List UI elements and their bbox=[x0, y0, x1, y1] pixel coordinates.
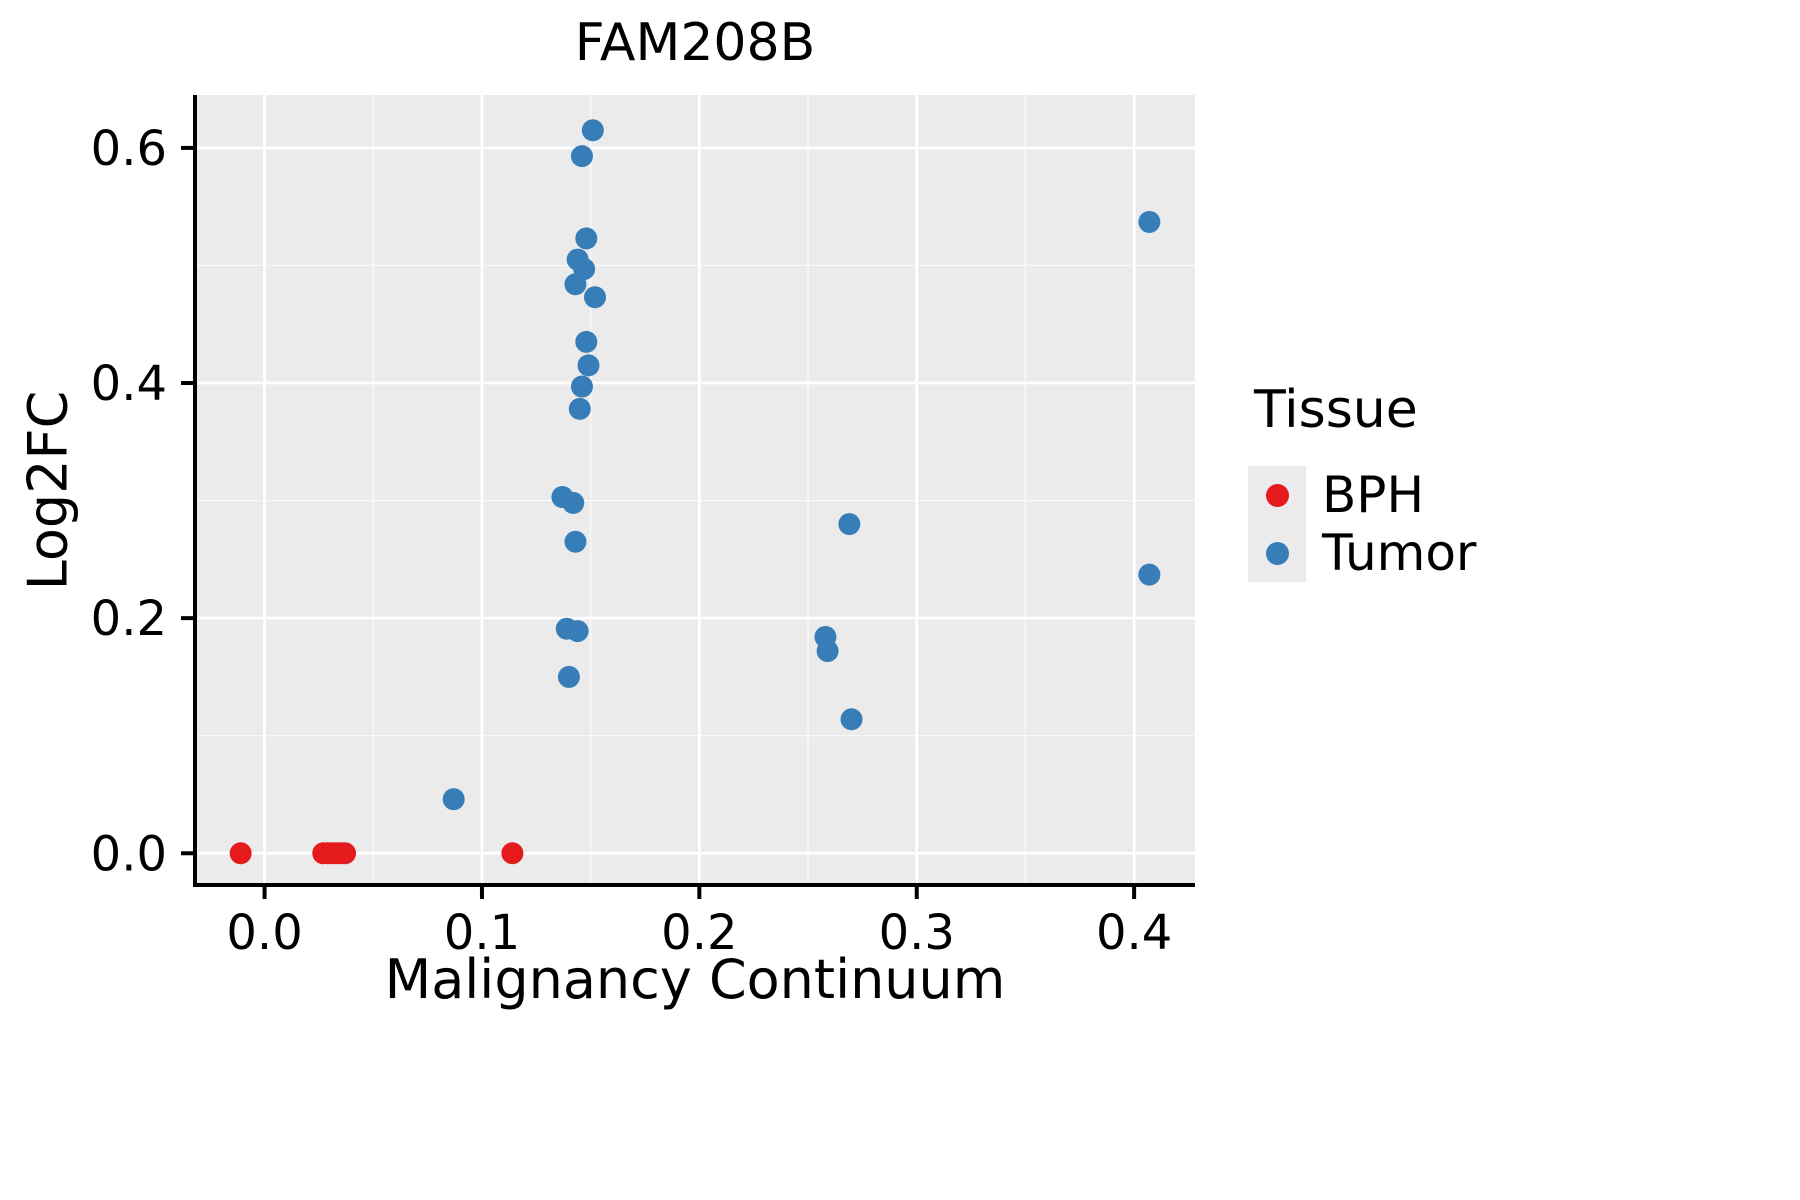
x-tick-label: 0.1 bbox=[444, 905, 520, 961]
data-point bbox=[816, 640, 839, 663]
legend: Tissue BPH Tumor bbox=[1248, 380, 1477, 582]
data-point bbox=[562, 491, 585, 514]
data-point bbox=[840, 708, 863, 731]
series-tumor bbox=[442, 119, 1161, 811]
bph-point-icon bbox=[1265, 483, 1289, 507]
data-point bbox=[570, 145, 593, 168]
data-point bbox=[575, 227, 598, 250]
data-point bbox=[564, 530, 587, 553]
y-axis-label-container: Log2FC bbox=[6, 95, 90, 885]
plot-panel bbox=[195, 95, 1195, 885]
legend-key-bph bbox=[1248, 466, 1306, 524]
data-point bbox=[584, 286, 606, 309]
legend-label-bph: BPH bbox=[1322, 466, 1425, 524]
data-point bbox=[442, 788, 465, 811]
data-point bbox=[1138, 563, 1161, 586]
legend-item-tumor: Tumor bbox=[1248, 524, 1477, 582]
y-tick-label: 0.2 bbox=[91, 591, 167, 647]
data-point bbox=[581, 119, 604, 142]
data-point bbox=[557, 665, 580, 688]
data-point bbox=[577, 354, 600, 377]
data-point bbox=[229, 842, 252, 865]
x-tick-label: 0.0 bbox=[226, 905, 302, 961]
data-point bbox=[566, 620, 589, 643]
data-point bbox=[1138, 210, 1161, 233]
y-tick-label: 0.6 bbox=[91, 121, 167, 177]
data-point bbox=[501, 842, 524, 865]
y-tick-label: 0.4 bbox=[91, 356, 167, 412]
tumor-point-icon bbox=[1265, 541, 1289, 565]
data-point bbox=[334, 842, 356, 865]
y-axis-label: Log2FC bbox=[16, 390, 80, 590]
data-point bbox=[568, 397, 591, 420]
x-tick-label: 0.2 bbox=[661, 905, 737, 961]
data-point bbox=[564, 273, 587, 296]
legend-label-tumor: Tumor bbox=[1322, 524, 1477, 582]
y-tick-label: 0.0 bbox=[91, 826, 167, 882]
data-point bbox=[838, 513, 861, 536]
data-point bbox=[570, 375, 593, 398]
legend-title: Tissue bbox=[1254, 380, 1418, 440]
legend-item-bph: BPH bbox=[1248, 466, 1477, 524]
series-bph bbox=[229, 842, 524, 865]
x-tick-label: 0.4 bbox=[1096, 905, 1172, 961]
data-point bbox=[575, 330, 598, 353]
chart-title: FAM208B bbox=[574, 13, 816, 73]
legend-key-tumor bbox=[1248, 524, 1306, 582]
x-axis-label: Malignancy Continuum bbox=[384, 948, 1006, 1011]
x-tick-label: 0.3 bbox=[879, 905, 955, 961]
